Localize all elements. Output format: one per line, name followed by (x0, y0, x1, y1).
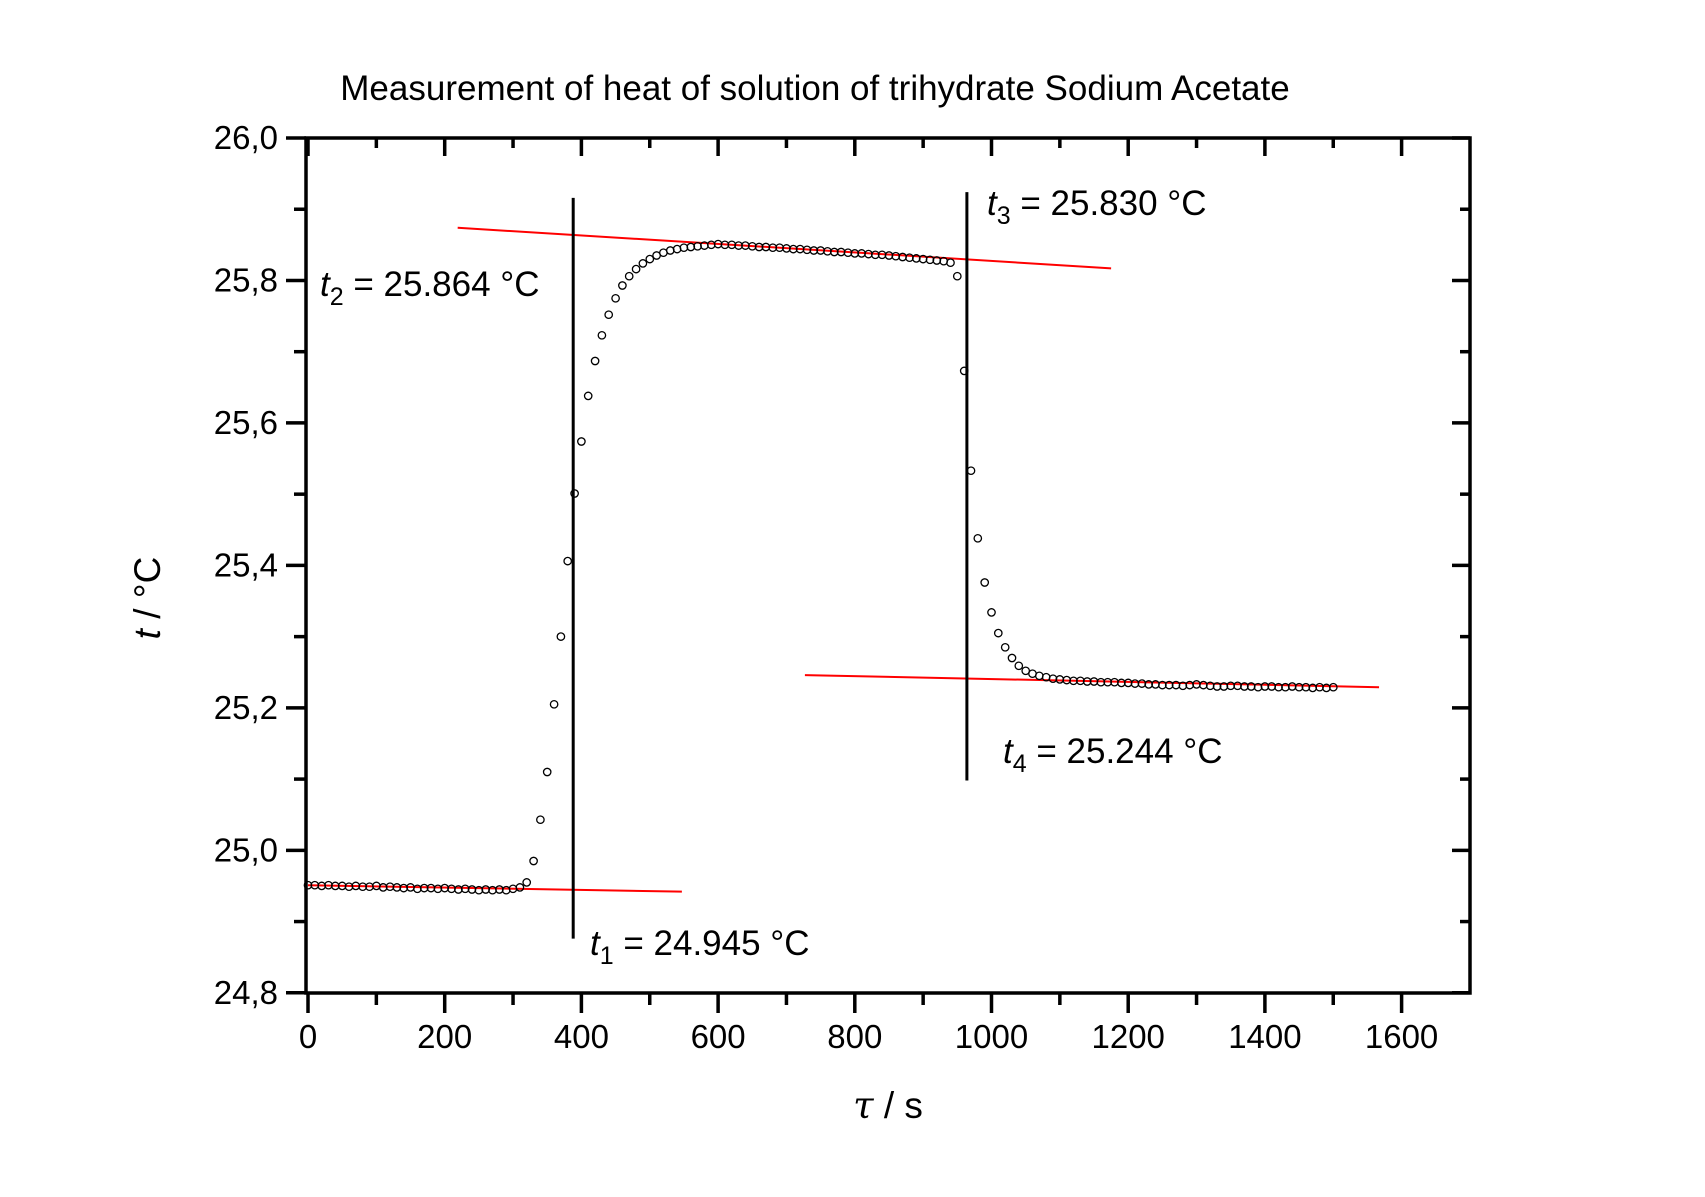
data-point (1007, 653, 1017, 663)
data-point (529, 856, 538, 866)
data-point (590, 356, 600, 366)
x-tick-label: 1400 (1228, 1018, 1301, 1055)
data-point (638, 259, 648, 268)
data-point (987, 608, 996, 617)
data-point (570, 489, 579, 498)
x-axis-unit: / s (874, 1085, 923, 1126)
annotation-t3: t3 = 25.830 °C (987, 184, 1207, 230)
x-tick-label: 1000 (955, 1018, 1028, 1055)
axis-tick-labels: 0 200 400 600 800 1000 1200 1400 1600 26,0 25,8 25,… (214, 119, 1439, 1055)
data-point (563, 556, 573, 566)
chart-title: Measurement of heat of solution of trihy… (340, 69, 1289, 108)
annotations: t2 = 25.864 °C t3 = 25.830 °C t1 = 24.945 … (320, 184, 1223, 970)
initial-baseline-fit (307, 884, 682, 893)
annotation-t2: t2 = 25.864 °C (320, 265, 540, 311)
x-tick-label: 800 (827, 1018, 882, 1055)
data-point (583, 391, 593, 401)
x-axis-symbol: τ (853, 1084, 874, 1127)
y-axis-symbol: t (127, 627, 168, 639)
data-point (542, 767, 552, 777)
x-tick-label: 400 (554, 1018, 609, 1055)
y-tick-label: 25,4 (214, 546, 278, 583)
x-tick-label: 0 (299, 1018, 317, 1055)
data-point (536, 815, 545, 825)
data-point (959, 366, 969, 376)
data-point (556, 632, 566, 641)
axis-ticks (286, 136, 1470, 1013)
data-point (1000, 642, 1010, 652)
data-point (522, 878, 532, 887)
marker-lines (571, 192, 969, 939)
data-point (679, 243, 689, 253)
y-axis-unit: / °C (127, 557, 168, 629)
data-point (946, 258, 955, 268)
y-tick-label: 25,0 (214, 831, 278, 868)
data-point (665, 246, 675, 255)
data-point (966, 466, 976, 476)
data-point (631, 264, 641, 274)
data-point (624, 271, 634, 281)
data-point (515, 883, 525, 892)
data-point (577, 437, 586, 446)
data-point (1328, 682, 1338, 692)
x-tick-label: 1200 (1091, 1018, 1164, 1055)
data-point (549, 699, 559, 709)
y-tick-label: 25,6 (214, 404, 278, 441)
upper-plateau-fit (457, 226, 1112, 270)
data-point (672, 244, 682, 254)
data-point (993, 628, 1003, 638)
x-tick-label: 1600 (1365, 1018, 1438, 1055)
data-point (952, 271, 962, 281)
data-point (1014, 661, 1024, 671)
data-point (611, 293, 620, 303)
data-point (618, 281, 627, 290)
data-point (980, 578, 990, 587)
data-point (604, 310, 614, 320)
fit-lines (307, 226, 1380, 893)
data-point (597, 330, 607, 340)
data-points (303, 239, 1338, 895)
final-baseline-fit (804, 674, 1380, 689)
y-tick-label: 25,8 (214, 261, 278, 298)
x-tick-label: 600 (691, 1018, 746, 1055)
data-point (1034, 671, 1044, 681)
x-axis-label: τ / s (853, 1084, 923, 1127)
data-point (973, 533, 983, 543)
y-axis-label: t / °C (127, 557, 168, 640)
y-tick-label: 26,0 (214, 119, 278, 156)
annotation-t4: t4 = 25.244 °C (1003, 732, 1223, 778)
y-tick-label: 25,2 (214, 689, 278, 726)
x-tick-label: 200 (417, 1018, 472, 1055)
annotation-t1: t1 = 24.945 °C (590, 924, 810, 970)
data-point (645, 254, 655, 264)
y-tick-label: 24,8 (214, 974, 278, 1011)
